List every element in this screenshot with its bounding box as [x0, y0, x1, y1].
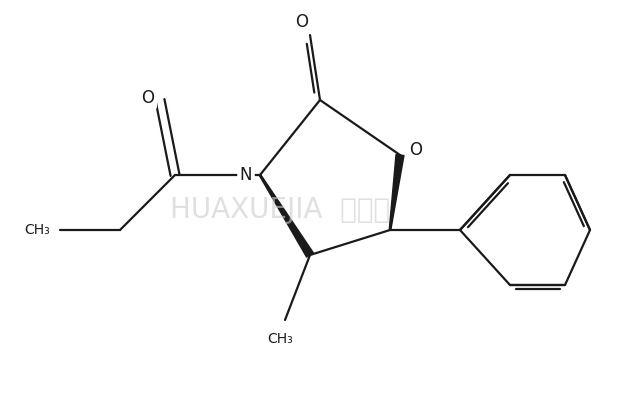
Text: O: O — [142, 89, 155, 107]
Text: CH₃: CH₃ — [24, 223, 50, 237]
Text: O: O — [295, 13, 308, 31]
Text: HUAXUEJIA  化学加: HUAXUEJIA 化学加 — [170, 196, 390, 224]
Polygon shape — [389, 155, 404, 230]
Text: O: O — [410, 141, 423, 159]
Text: CH₃: CH₃ — [267, 332, 293, 346]
Polygon shape — [259, 175, 313, 257]
Text: N: N — [240, 166, 253, 184]
